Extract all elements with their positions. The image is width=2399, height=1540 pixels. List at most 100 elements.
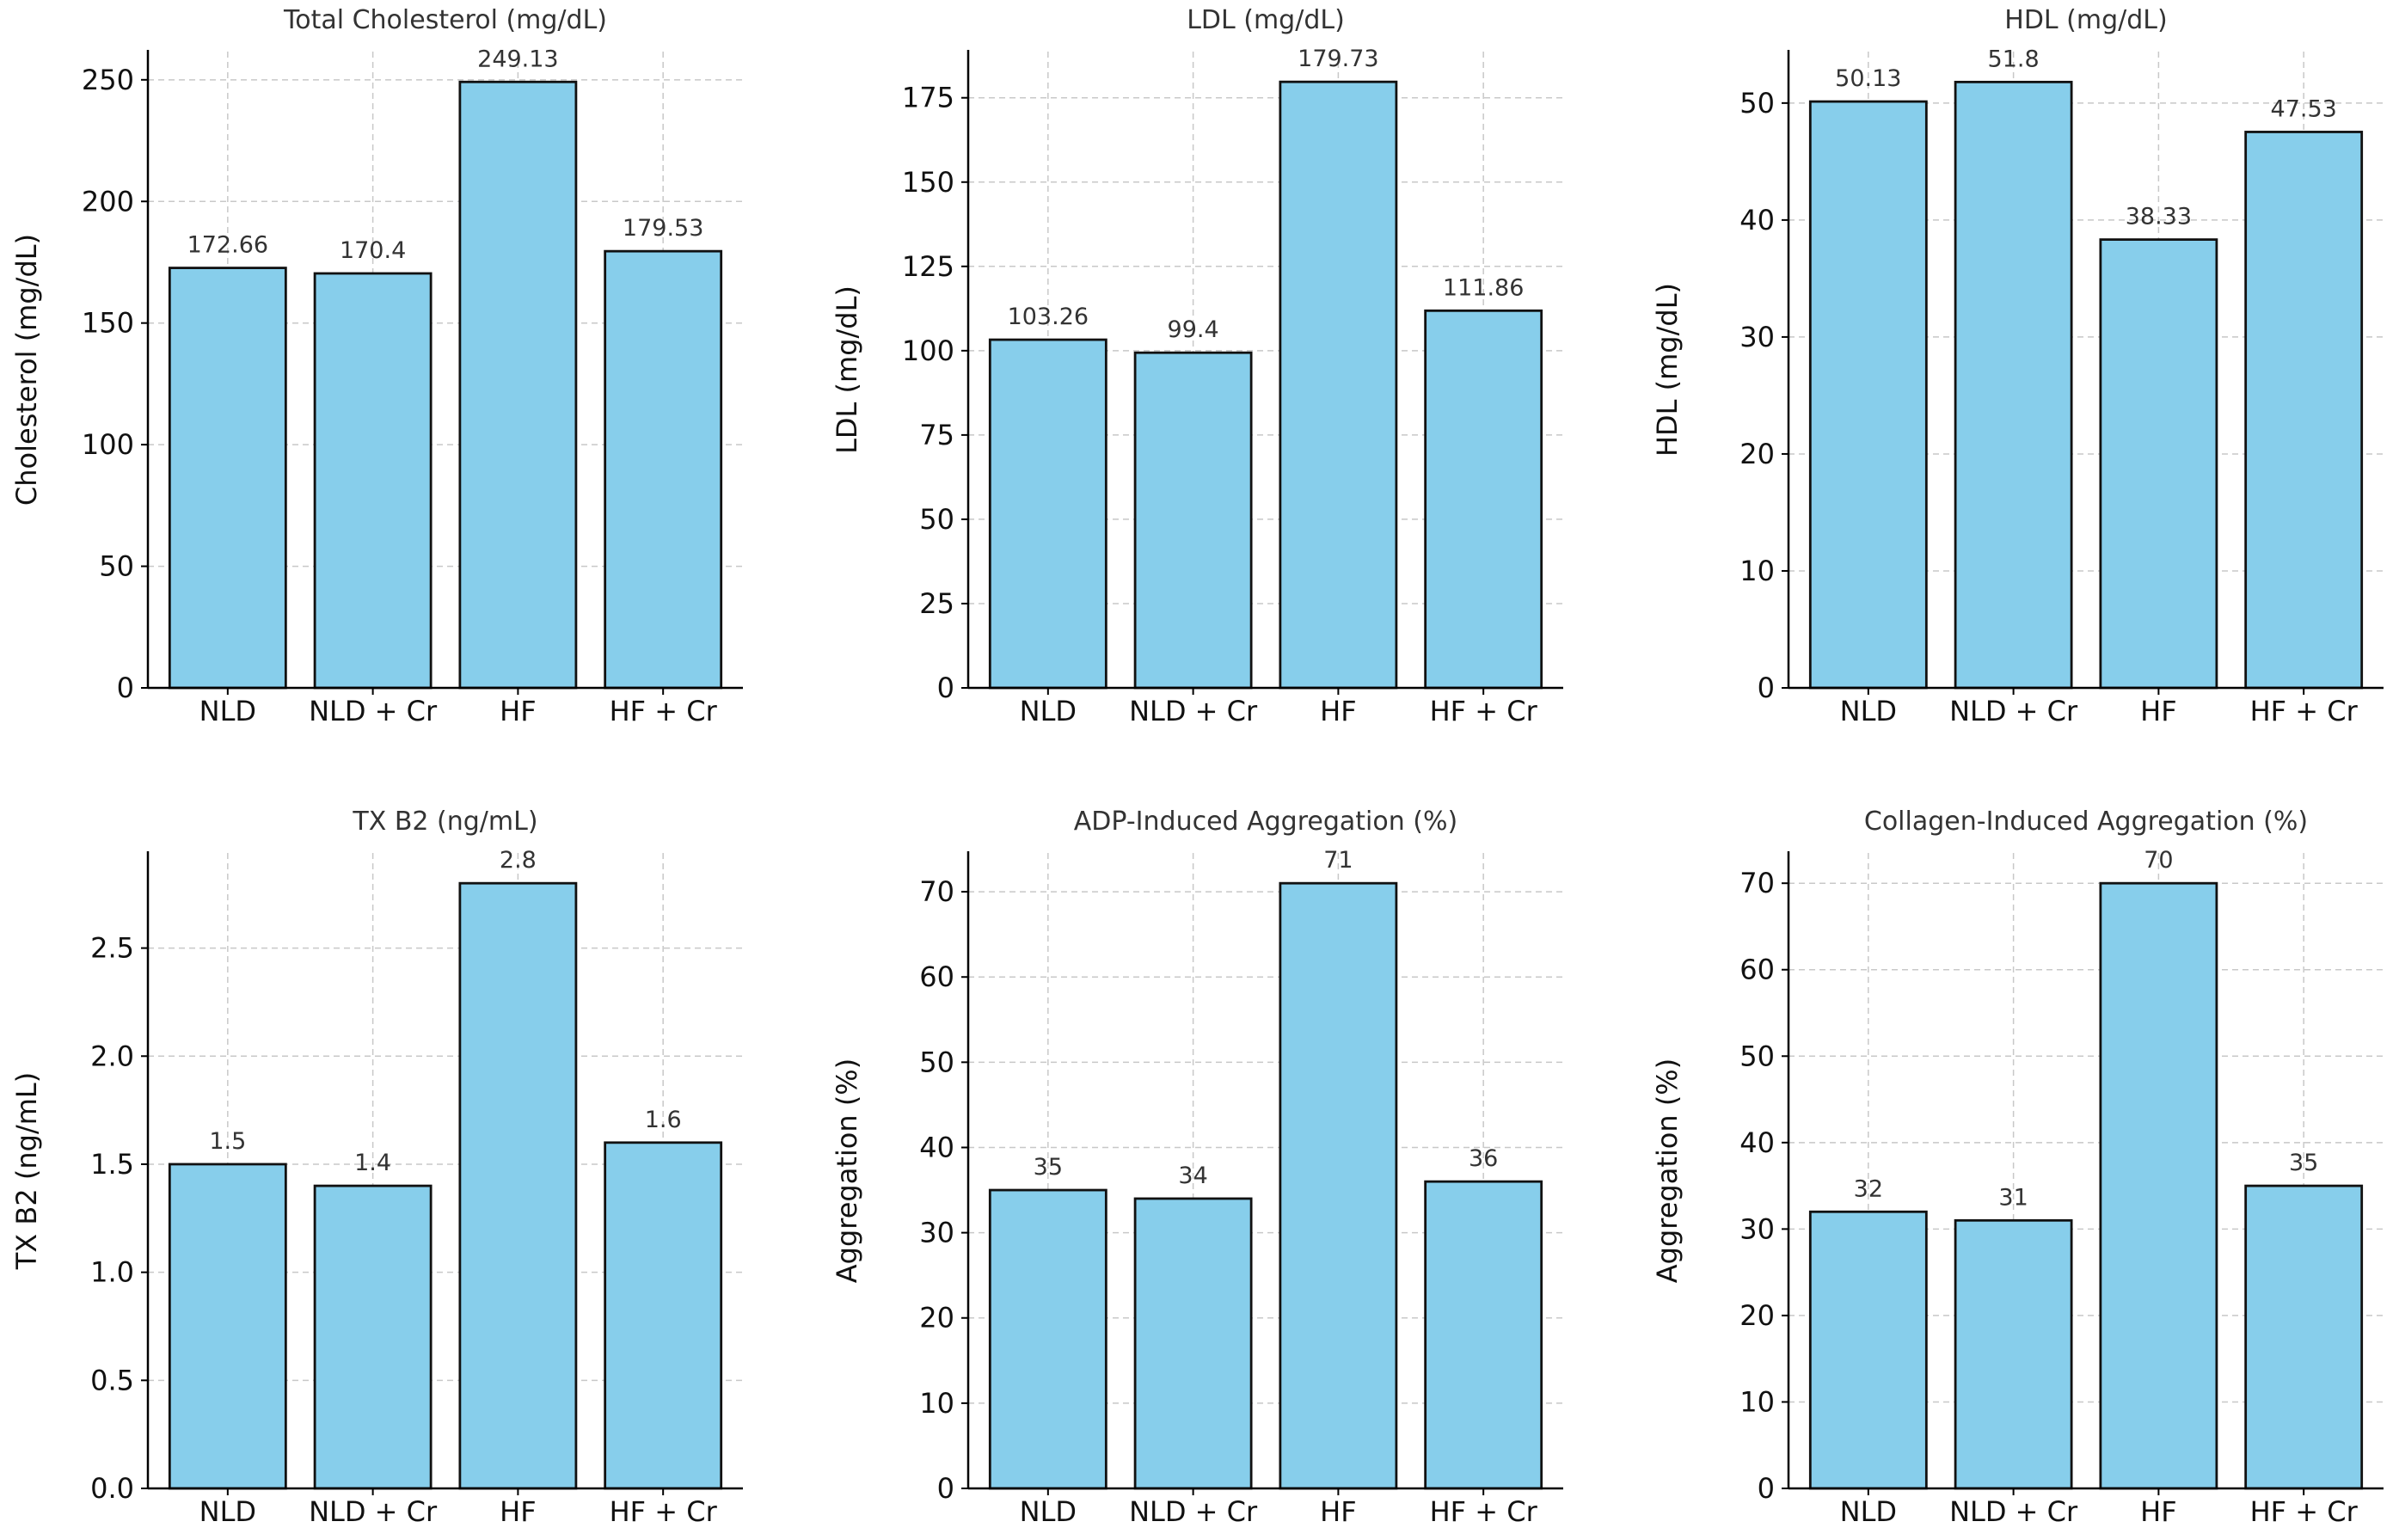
chart-title: LDL (mg/dL) (1187, 5, 1345, 35)
x-tick-label: HF + Cr (2250, 695, 2359, 727)
y-tick-label: 25 (919, 587, 954, 620)
x-tick-label: NLD (199, 1495, 256, 1528)
chart-title: Collagen-Induced Aggregation (%) (1864, 807, 2308, 837)
y-tick-label: 50 (919, 1046, 954, 1078)
bar-nld-cr (315, 1186, 431, 1488)
y-tick-label: 40 (1739, 204, 1775, 236)
y-tick-label: 0 (117, 672, 134, 704)
data-label: 34 (1178, 1163, 1207, 1189)
x-tick-label: NLD + Cr (1949, 1495, 2078, 1528)
y-axis-label: LDL (mg/dL) (831, 285, 863, 454)
data-label: 50.13 (1835, 65, 1901, 92)
data-label: 1.6 (645, 1107, 682, 1133)
y-tick-label: 60 (919, 960, 954, 993)
x-tick-label: HF + Cr (1430, 1495, 1538, 1528)
bar-hf (460, 883, 576, 1488)
x-tick-label: HF (500, 1495, 536, 1528)
y-tick-label: 50 (1739, 87, 1775, 120)
bar-nld (169, 268, 285, 688)
y-tick-label: 2.5 (90, 932, 134, 965)
data-label: 2.8 (500, 847, 537, 874)
bar-hf-cr (605, 251, 721, 688)
chart-figure: 050100150200250NLD NLD + Cr HF HF + Cr172.6… (0, 0, 2399, 1540)
bar-hf (1280, 82, 1396, 688)
bar-nld-cr (1135, 353, 1251, 688)
data-label: 170.4 (340, 237, 406, 264)
data-label: 179.53 (623, 215, 703, 242)
y-tick-label: 20 (1739, 1299, 1775, 1332)
chart-panel-3: 0 10 20 30 40 50 NLD NLD + Cr HF HF + Cr 50.13 51.8… (1651, 5, 2384, 727)
y-tick-label: 0.0 (90, 1472, 134, 1505)
y-tick-label: 2.0 (90, 1040, 134, 1072)
y-tick-label: 50 (1739, 1040, 1775, 1072)
bar-nld (1810, 1212, 1926, 1488)
y-tick-label: 50 (919, 503, 954, 536)
y-tick-label: 100 (902, 334, 954, 367)
y-axis-label: Cholesterol (mg/dL) (10, 234, 43, 506)
y-tick-label: 1.5 (90, 1148, 134, 1181)
data-label: 71 (1323, 847, 1353, 874)
x-tick-label: HF + Cr (610, 695, 718, 727)
x-tick-label: NLD + Cr (1129, 1495, 1258, 1528)
bar-hf (2101, 883, 2217, 1488)
bar-hf (1280, 883, 1396, 1488)
y-tick-label: 30 (1739, 1212, 1775, 1245)
y-tick-label: 60 (1739, 954, 1775, 986)
y-tick-label: 150 (902, 166, 954, 199)
x-tick-label: HF (1320, 1495, 1356, 1528)
bar-hf (460, 82, 576, 688)
chart-title: Total Cholesterol (mg/dL) (283, 5, 607, 35)
bar-hf-cr (1426, 1181, 1542, 1488)
x-tick-label: HF + Cr (610, 1495, 718, 1528)
y-tick-label: 20 (919, 1302, 954, 1334)
y-tick-label: 75 (919, 419, 954, 451)
y-tick-label: 0 (1758, 672, 1775, 704)
y-tick-label: 40 (919, 1131, 954, 1163)
bar-nld-cr (315, 273, 431, 688)
bar-nld (990, 1190, 1106, 1488)
x-tick-label: HF + Cr (2250, 1495, 2359, 1528)
bar-hf-cr (605, 1143, 721, 1488)
y-tick-label: 70 (919, 875, 954, 908)
data-label: 103.26 (1008, 304, 1089, 330)
data-label: 99.4 (1168, 316, 1219, 343)
y-axis-label: TX B2 (ng/mL) (10, 1072, 43, 1270)
data-label: 249.13 (477, 46, 558, 72)
y-tick-label: 100 (82, 428, 134, 461)
bar-hf (2101, 240, 2217, 688)
y-axis-label: HDL (mg/dL) (1651, 283, 1684, 457)
bar-nld (990, 340, 1106, 688)
chart-panel-2: 0 25 50 75 100 125 150 175 NLD NLD + Cr HF HF + Cr 1… (831, 5, 1563, 727)
x-tick-label: HF (2140, 695, 2176, 727)
y-tick-label: 50 (99, 550, 134, 583)
chart-title: ADP-Induced Aggregation (%) (1074, 807, 1457, 837)
y-tick-label: 0 (1758, 1472, 1775, 1505)
x-tick-label: NLD (1020, 695, 1077, 727)
chart-panel-4: 0.0 0.5 1.0 1.5 2.0 2.5 NLD NLD + Cr HF HF + Cr 1.… (10, 807, 743, 1528)
y-tick-label: 150 (82, 307, 134, 340)
x-tick-label: NLD + Cr (309, 695, 438, 727)
bar-nld-cr (1135, 1199, 1251, 1488)
x-tick-label: HF (1320, 695, 1356, 727)
data-label: 31 (1998, 1184, 2028, 1211)
chart-panel-1: 0 50 100 150 200 250 NLD NLD + Cr HF HF + Cr 172.6… (10, 5, 743, 727)
data-label: 35 (1034, 1154, 1063, 1181)
y-tick-label: 10 (1739, 555, 1775, 587)
data-label: 1.4 (354, 1150, 391, 1176)
y-tick-label: 30 (919, 1217, 954, 1249)
bar-hf-cr (2246, 1186, 2362, 1488)
chart-title: HDL (mg/dL) (2004, 5, 2167, 35)
y-tick-label: 125 (902, 250, 954, 283)
x-tick-label: HF + Cr (1430, 695, 1538, 727)
y-tick-label: 175 (902, 82, 954, 114)
chart-panel-6: 0 10 20 30 40 50 60 70 NLD NLD + Cr HF HF + Cr 32 31 7… (1651, 807, 2384, 1528)
x-tick-label: NLD + Cr (309, 1495, 438, 1528)
y-axis-label: Aggregation (%) (831, 1058, 863, 1283)
x-tick-label: NLD (1840, 695, 1897, 727)
data-label: 179.73 (1298, 46, 1378, 72)
data-label: 47.53 (2271, 95, 2337, 122)
x-tick-label: NLD + Cr (1129, 695, 1258, 727)
data-label: 38.33 (2126, 204, 2192, 230)
data-label: 51.8 (1988, 46, 2040, 72)
bar-hf-cr (2246, 132, 2362, 688)
